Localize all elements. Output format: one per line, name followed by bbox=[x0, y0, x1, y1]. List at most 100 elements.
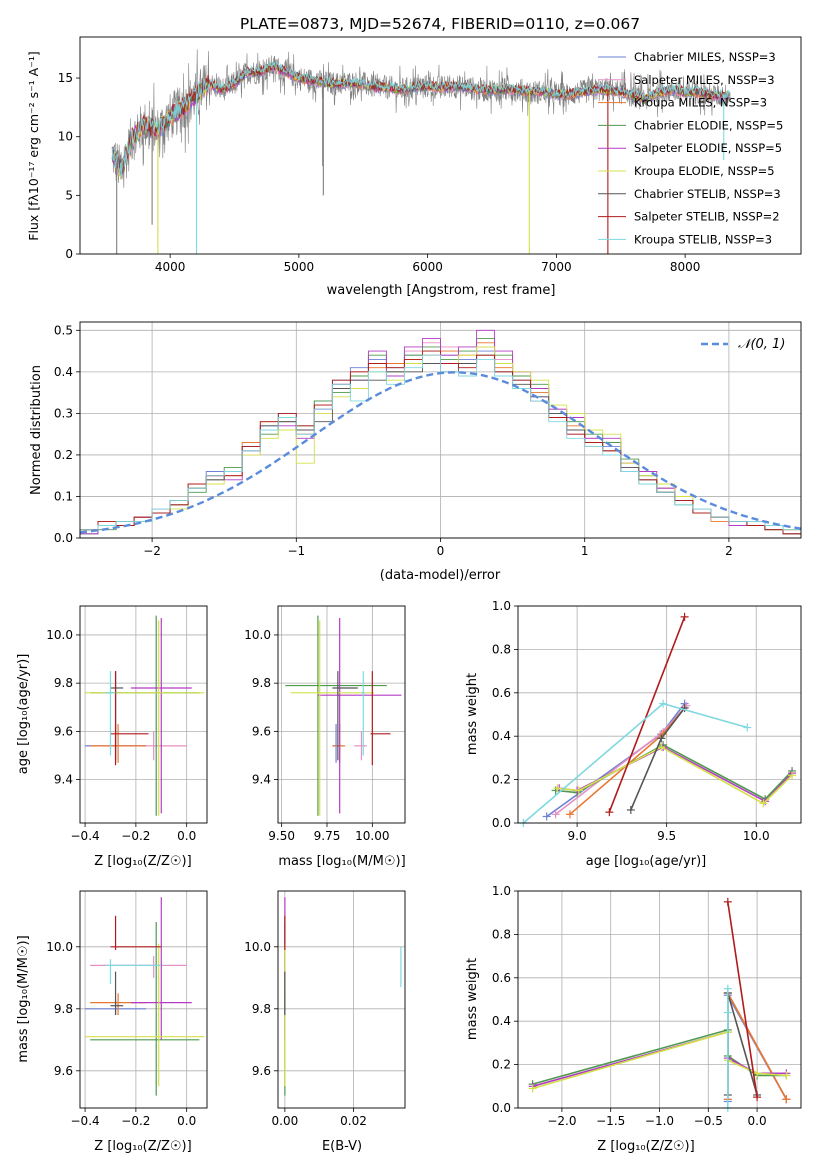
y-tick-label: 10.0 bbox=[46, 628, 73, 642]
mass-weight-marker bbox=[782, 1071, 791, 1080]
spectrum-plot-area: 4000 5000 6000 7000 8000 0 5 10 15 Chabrier MILES… bbox=[58, 36, 802, 274]
error-bar-point bbox=[354, 731, 367, 761]
ticks: 9.0 9.5 10.0 0.0 0.2 0.4 0.6 0.8 1.0 bbox=[492, 599, 770, 843]
residuals-plot-area: −2 −1 0 1 2 0.0 0.1 0.2 0.3 0.4 0.5 𝒩(0, 1) bbox=[54, 321, 802, 558]
legend-label: Chabrier STELIB, NSSP=3 bbox=[634, 187, 781, 201]
y-tick-label: 15 bbox=[58, 71, 73, 85]
mass-weight-marker bbox=[723, 897, 732, 906]
legend-label: Chabrier MILES, NSSP=3 bbox=[634, 50, 776, 64]
residuals-panel: −2 −1 0 1 2 0.0 0.1 0.2 0.3 0.4 0.5 𝒩(0, 1) (data-m… bbox=[29, 321, 802, 583]
residuals-xlabel: (data-model)/error bbox=[380, 568, 501, 583]
y-tick-label: 0.2 bbox=[492, 773, 511, 787]
plot-marks bbox=[85, 615, 205, 816]
y-tick-label: 0 bbox=[65, 247, 73, 261]
x-tick-label: 10.0 bbox=[743, 829, 770, 843]
x-tick-label: 7000 bbox=[541, 260, 572, 274]
mass-weight-marker bbox=[659, 699, 668, 708]
y-tick-label: 9.4 bbox=[252, 773, 271, 787]
plot-marks bbox=[519, 612, 797, 827]
age-vs-mass-plot-area: 9.50 9.75 10.00 9.4 9.6 9.8 10.0 bbox=[244, 605, 406, 843]
x-tick-label: 6000 bbox=[412, 260, 443, 274]
mass-vs-ebv-panel: 0.00 0.02 9.6 9.8 10.0 E(B-V) bbox=[244, 890, 406, 1154]
age-vs-mass-panel: 9.50 9.75 10.00 9.4 9.6 9.8 10.0 mass [log₁₀(M… bbox=[244, 605, 406, 869]
y-tick-label: 0.5 bbox=[54, 323, 73, 337]
error-bar-point bbox=[105, 671, 116, 756]
y-tick-label: 0.2 bbox=[492, 1058, 511, 1072]
mass-weight-marker bbox=[528, 1084, 537, 1093]
mass-weight-marker bbox=[759, 799, 768, 808]
mass-weight-marker bbox=[542, 812, 551, 821]
x-tick-label: −0.5 bbox=[694, 1114, 723, 1128]
x-tick-label: 8000 bbox=[670, 260, 701, 274]
mass-weight-marker bbox=[551, 810, 560, 819]
x-tick-label: 0.0 bbox=[177, 829, 196, 843]
plot-marks bbox=[285, 615, 402, 816]
ticks: −2.0 −1.5 −1.0 −0.5 0.0 0.0 0.2 0.4 0.6 0.8 1.0 bbox=[492, 884, 767, 1128]
ticks: −0.4 −0.2 0.0 9.4 9.6 9.8 10.0 bbox=[46, 628, 196, 843]
y-tick-label: 9.6 bbox=[54, 1064, 73, 1078]
mass-weight-marker bbox=[657, 743, 666, 752]
legend-label: Chabrier ELODIE, NSSP=5 bbox=[634, 118, 783, 132]
axes-frame bbox=[79, 321, 802, 539]
mass-weight-vs-age-xlabel: age [log₁₀(age/yr)] bbox=[586, 854, 707, 869]
y-tick-label: 5 bbox=[65, 188, 73, 202]
y-tick-label: 0.4 bbox=[492, 1014, 511, 1028]
legend-label: Salpeter STELIB, NSSP=2 bbox=[634, 210, 780, 224]
error-bar-point bbox=[85, 620, 205, 816]
spectrum-legend: Chabrier MILES, NSSP=3 Salpeter MILES, NS… bbox=[598, 50, 783, 246]
error-bar-point bbox=[105, 959, 162, 984]
normal-distribution-curve bbox=[79, 371, 802, 534]
y-tick-label: 0.8 bbox=[492, 642, 511, 656]
mass-weight-line bbox=[608, 616, 686, 813]
mass-weight-vs-Z-ylabel: mass weight bbox=[465, 958, 480, 1040]
error-bar-point bbox=[90, 922, 200, 1096]
error-bar-point bbox=[332, 671, 358, 761]
axes-frame bbox=[517, 605, 802, 824]
mass-vs-ebv-xlabel: E(B-V) bbox=[322, 1139, 362, 1154]
y-tick-label: 9.6 bbox=[54, 724, 73, 738]
mass-vs-Z-plot-area: −0.4 −0.2 0.0 9.6 9.8 10.0 bbox=[46, 890, 208, 1128]
axes-frame bbox=[277, 605, 406, 824]
y-tick-label: 10 bbox=[58, 130, 73, 144]
legend-label: Salpeter ELODIE, NSSP=5 bbox=[634, 141, 782, 155]
mass-weight-marker bbox=[605, 808, 614, 817]
mass-vs-Z-panel: −0.4 −0.2 0.0 9.6 9.8 10.0 Z [log₁₀(Z/Z☉)] ma… bbox=[16, 890, 208, 1154]
error-bar-point bbox=[317, 618, 402, 814]
mass-weight-vs-age-plot-area: 9.0 9.5 10.0 0.0 0.2 0.4 0.6 0.8 1.0 bbox=[492, 599, 802, 843]
y-tick-label: 0.0 bbox=[54, 531, 73, 545]
y-tick-label: 0.6 bbox=[492, 971, 511, 985]
ticks: −0.4 −0.2 0.0 9.6 9.8 10.0 bbox=[46, 940, 196, 1128]
axes-frame bbox=[277, 890, 406, 1109]
y-tick-label: 0.4 bbox=[54, 365, 73, 379]
mass-weight-marker bbox=[565, 810, 574, 819]
x-tick-label: −1 bbox=[287, 544, 305, 558]
x-tick-label: −1.0 bbox=[645, 1114, 674, 1128]
y-tick-label: 9.4 bbox=[54, 773, 73, 787]
ticks: 4000 5000 6000 7000 8000 0 5 10 15 bbox=[58, 71, 701, 274]
axes-frame bbox=[517, 890, 802, 1109]
mass-weight-marker bbox=[574, 786, 583, 795]
error-bar-point bbox=[110, 915, 162, 950]
mass-weight-line bbox=[727, 901, 758, 1098]
x-tick-label: −2 bbox=[143, 544, 161, 558]
mass-weight-marker bbox=[753, 1093, 762, 1102]
plot-marks bbox=[79, 329, 802, 538]
y-tick-label: 9.8 bbox=[252, 1002, 271, 1016]
plot-marks bbox=[528, 897, 791, 1112]
mass-weight-marker bbox=[723, 1008, 732, 1017]
x-tick-label: −0.4 bbox=[71, 1114, 100, 1128]
mass-weight-marker bbox=[680, 612, 689, 621]
axes-frame bbox=[79, 890, 208, 1109]
age-vs-Z-xlabel: Z [log₁₀(Z/Z☉)] bbox=[94, 854, 191, 869]
y-tick-label: 0.0 bbox=[492, 816, 511, 830]
ticks: −2 −1 0 1 2 0.0 0.1 0.2 0.3 0.4 0.5 bbox=[54, 323, 733, 558]
x-tick-label: 4000 bbox=[155, 260, 186, 274]
y-tick-label: 0.2 bbox=[54, 448, 73, 462]
ticks: 0.00 0.02 9.6 9.8 10.0 bbox=[244, 940, 367, 1128]
y-tick-label: 0.6 bbox=[492, 686, 511, 700]
x-tick-label: 0.02 bbox=[340, 1114, 367, 1128]
legend-label: Salpeter MILES, NSSP=3 bbox=[634, 73, 775, 87]
residuals-ylabel: Normed distribution bbox=[29, 365, 44, 495]
x-tick-label: −0.4 bbox=[71, 829, 100, 843]
mass-weight-marker bbox=[723, 984, 732, 993]
